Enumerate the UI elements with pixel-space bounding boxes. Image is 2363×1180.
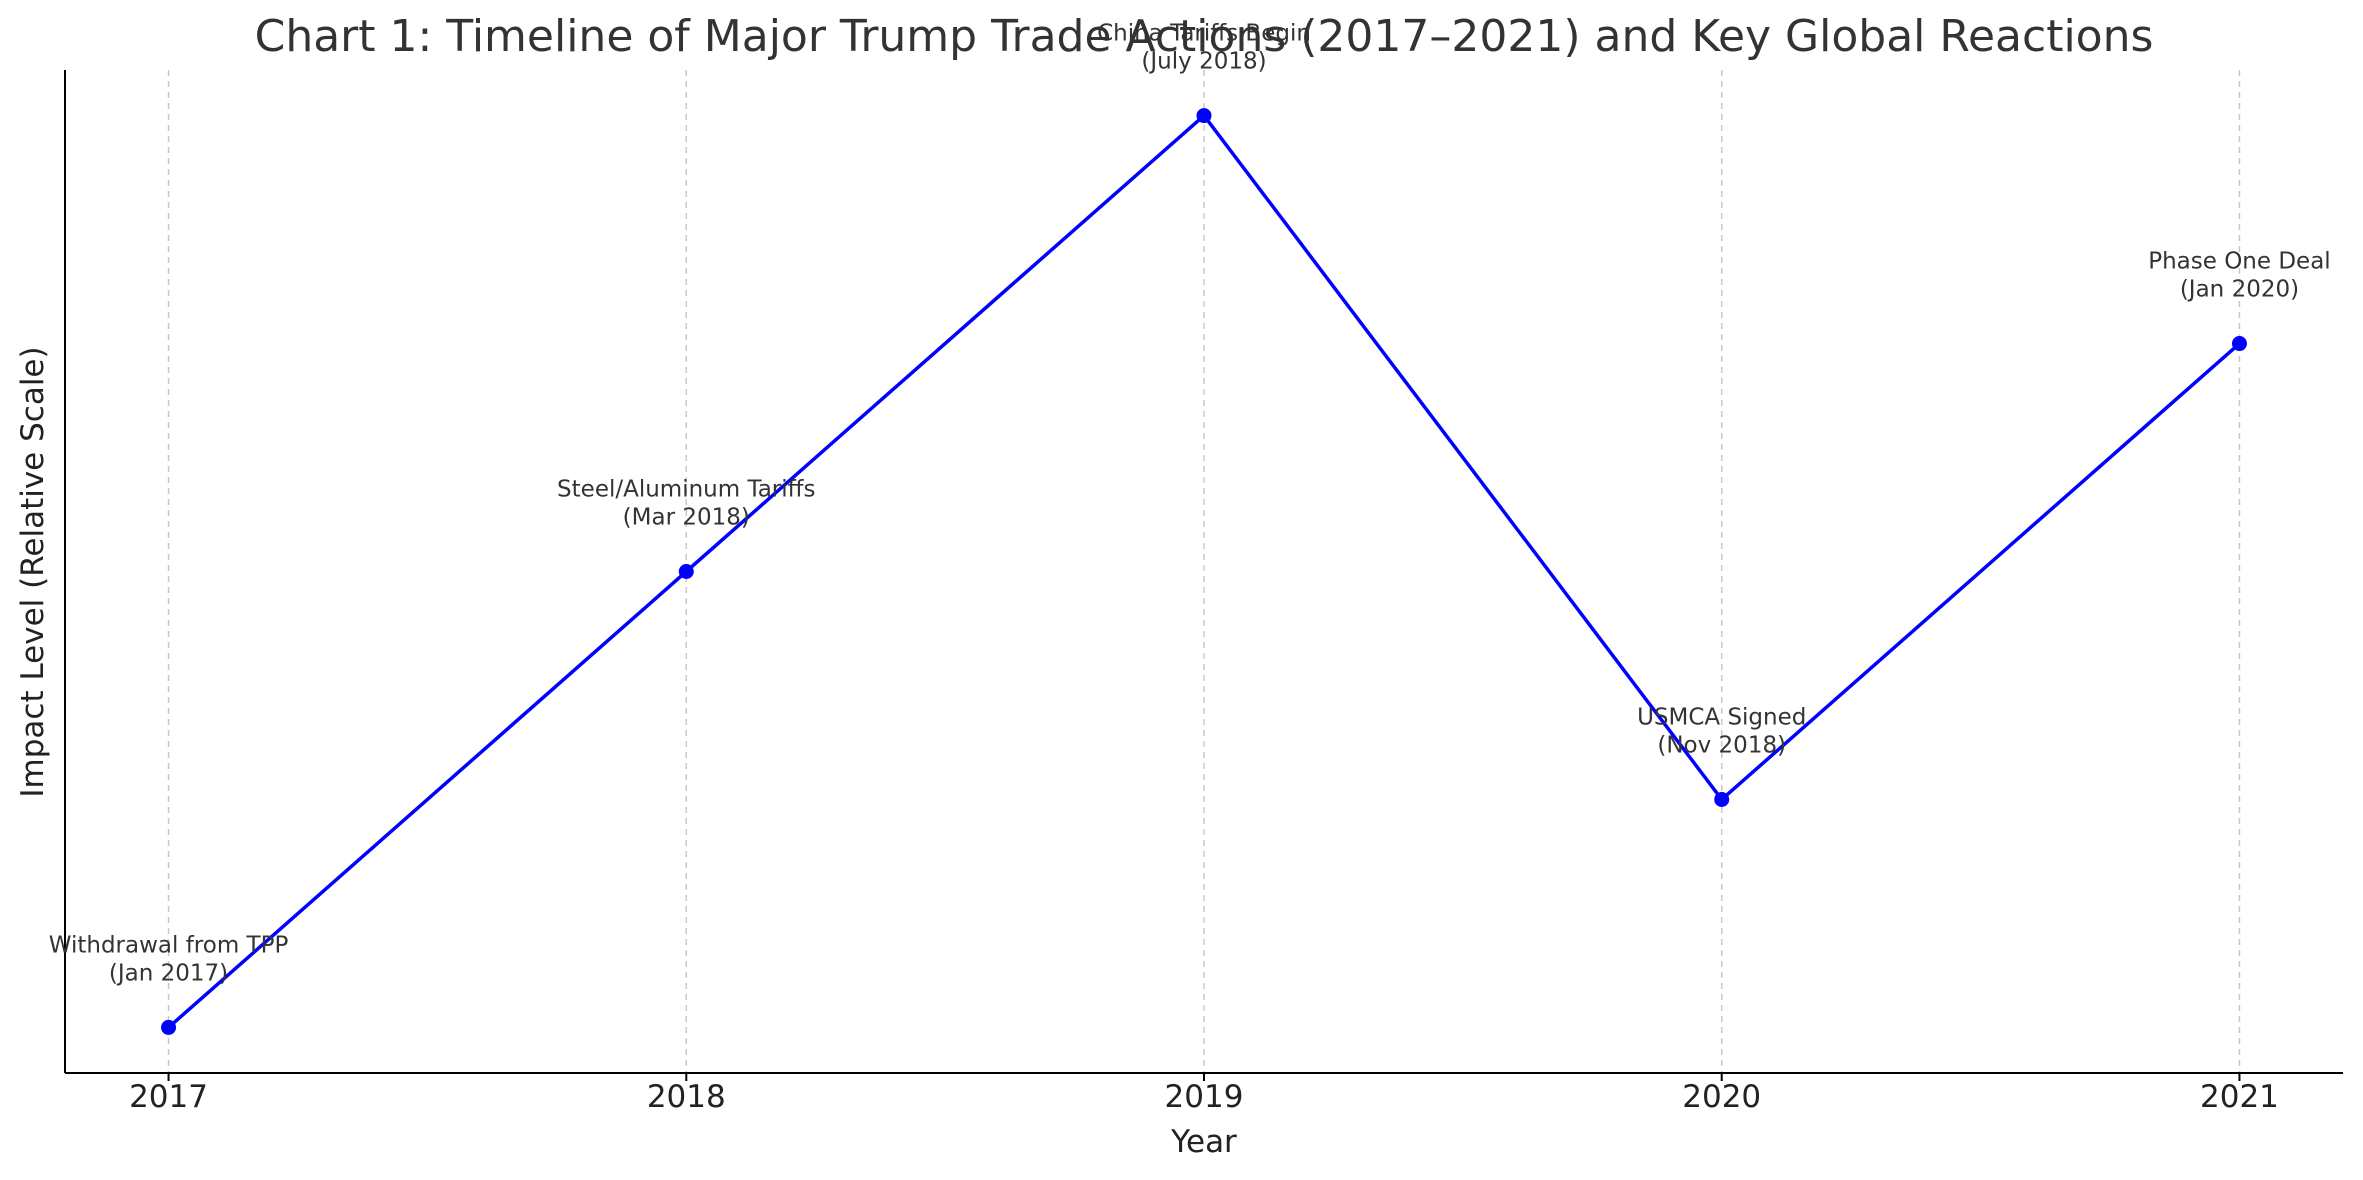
annotation-date: (Jan 2020): [2180, 277, 2299, 303]
x-ticks: 2017 2018 2019 2020 2021: [129, 1073, 2279, 1115]
annotation-label: Withdrawal from TPP: [49, 932, 289, 958]
annotation-label: USMCA Signed: [1637, 704, 1806, 730]
y-axis-label: Impact Level (Relative Scale): [15, 346, 51, 797]
annotation-label: Steel/Aluminum Tariffs: [557, 477, 815, 503]
annotation-label: China Tariffs Begin: [1097, 21, 1311, 47]
series-line: [167, 113, 2241, 1029]
annotation-date: (Nov 2018): [1657, 732, 1786, 758]
annotation-date: (Jan 2017): [109, 960, 228, 986]
annotation-date: (Mar 2018): [623, 505, 750, 531]
annotation-label: Phase One Deal: [2148, 249, 2330, 275]
data-point: [678, 564, 694, 579]
chart-title: Chart 1: Timeline of Major Trump Trade A…: [255, 11, 2154, 62]
x-tick-label: 2017: [129, 1079, 208, 1115]
data-point: [2231, 336, 2247, 352]
data-point: [161, 1019, 177, 1035]
data-point: [1714, 791, 1730, 807]
x-tick-label: 2021: [2200, 1079, 2279, 1115]
annotation-date: (July 2018): [1141, 49, 1266, 75]
data-point: [1196, 108, 1212, 124]
x-axis-label: Year: [1170, 1124, 1237, 1160]
annotations: Withdrawal from TPP(Jan 2017) Steel/Alumi…: [49, 21, 2331, 987]
x-tick-label: 2020: [1682, 1079, 1761, 1115]
grid: [167, 70, 2241, 1073]
series-layer: [161, 108, 2247, 1035]
x-tick-label: 2018: [647, 1079, 726, 1115]
x-tick-label: 2019: [1165, 1079, 1244, 1115]
